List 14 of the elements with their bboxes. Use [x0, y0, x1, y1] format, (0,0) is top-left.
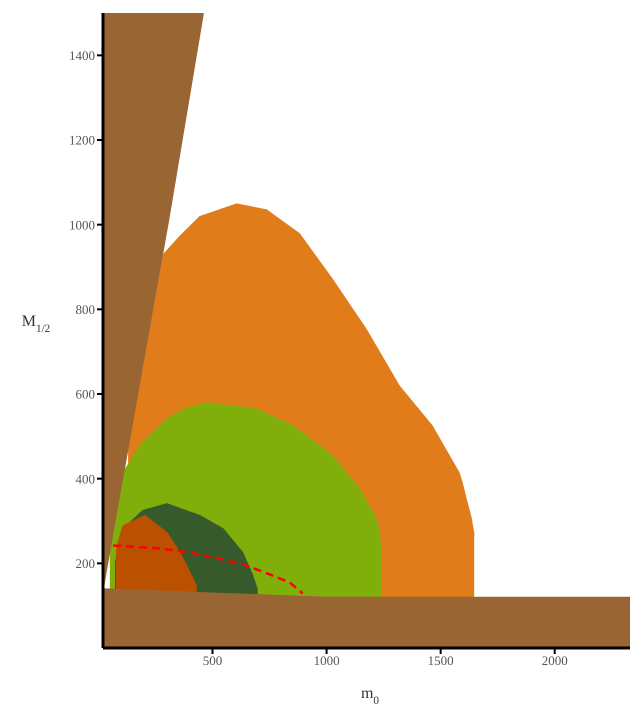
y-tick-label: 600 — [76, 386, 95, 402]
x-axis-title: m$_{0}$ — [360, 685, 380, 707]
y-tick-label: 1000 — [69, 217, 95, 232]
line-series — [112, 544, 304, 595]
y-tick-label: 200 — [76, 556, 95, 571]
y-tick-label: 1400 — [69, 48, 95, 63]
y-tick-label: 800 — [76, 302, 95, 317]
x-tick-label: 2000 — [542, 653, 568, 668]
x-tick-label: 500 — [202, 653, 222, 668]
y-tick-label: 1200 — [69, 132, 95, 148]
y-axis-title: M$_{1/2}$ — [22, 313, 50, 335]
x-tick-label: 1500 — [428, 653, 454, 668]
y-tick-label: 400 — [76, 471, 95, 486]
x-tick-label: 1000 — [314, 653, 340, 668]
